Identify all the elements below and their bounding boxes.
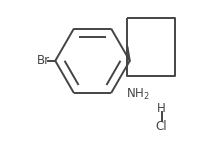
Text: H: H [157, 102, 165, 115]
Text: NH$_2$: NH$_2$ [126, 87, 150, 102]
Text: Br: Br [37, 54, 50, 67]
Text: Cl: Cl [155, 120, 167, 133]
